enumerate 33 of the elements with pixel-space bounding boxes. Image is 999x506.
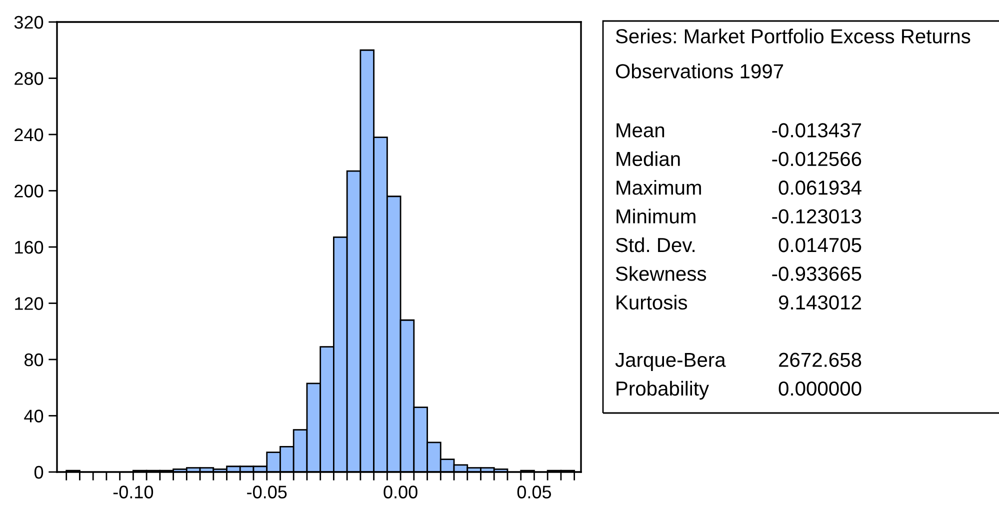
x-tick-label: -0.10 [113,486,154,498]
text: Median [616,151,680,166]
text: Minimum [616,208,696,224]
y-tick-label: 200 [14,184,44,198]
text: Observations 1997 [616,64,784,78]
text: 9.143012 [778,295,861,310]
y-tick-label: 0 [34,466,44,479]
text: Probability [616,380,709,400]
text: Skewness [616,266,706,281]
x-tick-label: 0.00 [384,486,418,498]
y-tick-label: 280 [14,72,44,85]
text: -0.123013 [772,209,862,224]
text: Series: Market Portfolio Excess Returns [616,28,970,44]
text: -0.012566 [772,152,862,166]
text: Mean [616,123,664,138]
text: Jarque-Bera [615,352,726,371]
text: -0.013437 [772,123,861,138]
text: 2672.658 [779,352,862,368]
y-tick-label: 160 [15,240,44,254]
text: 0.061934 [778,180,862,195]
y-tick-label: 120 [15,297,44,310]
x-tick-label: 0.05 [517,486,552,498]
text: Maximum [616,180,701,195]
text: Kurtosis [616,294,688,310]
y-tick-label: 240 [14,128,44,142]
x-tick-label: -0.05 [247,486,287,498]
text: 0.000000 [778,381,862,396]
y-tick-label: 320 [14,16,44,29]
text: 0.014705 [778,238,862,252]
text: Std. Dev. [616,237,695,252]
text: -0.933665 [772,266,862,281]
y-tick-label: 80 [24,353,44,366]
y-tick-label: 40 [24,410,44,422]
